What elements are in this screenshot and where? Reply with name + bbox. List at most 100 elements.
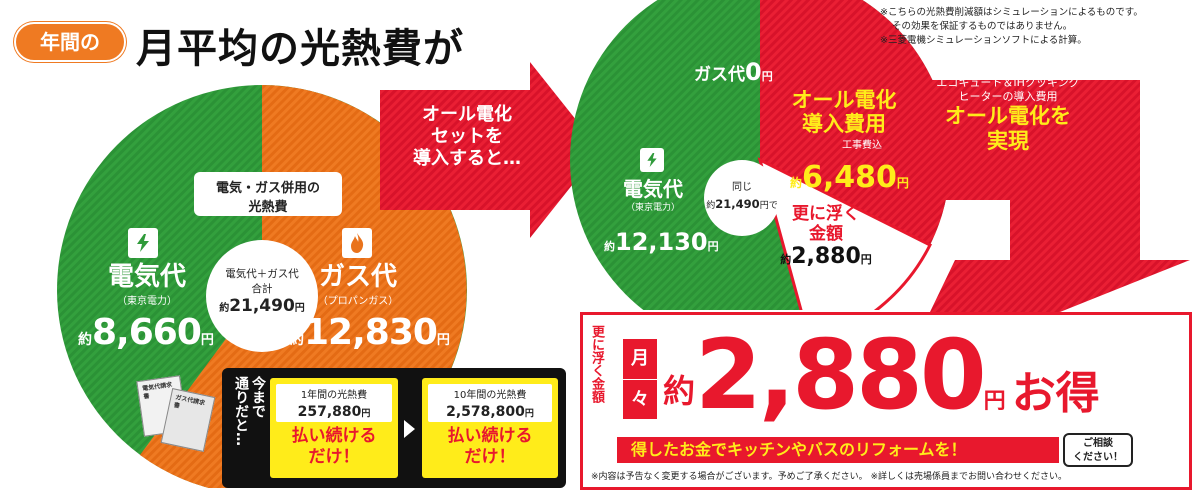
right-electricity-block: 電気代 （東京電力） (612, 178, 694, 213)
extra-saving-line-2: 金額 (809, 224, 843, 244)
monthly-savings-suffix: お得 (1011, 368, 1100, 419)
monthly-savings-panel: 更に浮く金額 月 々 約2,880円 お得 得したお金でキッチンやバスのリフォーム… (580, 312, 1192, 490)
install-cost-note: 工事費込 (842, 140, 882, 151)
consult-line-2: ください！ (1073, 452, 1123, 463)
extra-saving-block: 更に浮く 金額 約2,880円 (776, 204, 876, 269)
ten-year-box: 10年間の光熱費 2,578,800円 払い続ける だけ！ (422, 378, 558, 478)
monthly-savings-amount: 約2,880円 お得 (663, 315, 1100, 435)
current-cost-panel: 今まで 通りだと… 1年間の光熱費 257,880円 払い続ける だけ！ 10年間… (222, 368, 566, 488)
install-cost-block: オール電化 導入費用 工事費込 (780, 88, 908, 151)
monthly-savings-unit: 円 (983, 389, 1006, 414)
monthly-badge-2: 々 (623, 379, 657, 420)
extra-saving-unit: 円 (860, 253, 872, 266)
monthly-savings-prefix: 約 (663, 372, 696, 410)
disclaimer-line-1: ※こちらの光熱費削減額はシミュレーションによるものです。 (880, 7, 1143, 18)
right-electricity-value: 12,130 (615, 228, 708, 256)
right-electricity-prefix: 約 (604, 240, 615, 253)
total-cost-amount: 約21,490円 (206, 296, 318, 316)
reform-banner-text: 得したお金でキッチンやバスのリフォームを！ (631, 440, 967, 459)
consult-line-1: ご相談 (1083, 438, 1113, 449)
current-cost-side-line-2: 通りだと… (233, 376, 249, 446)
gas-zero-unit: 円 (761, 70, 773, 83)
disclaimer-line-3: ※三菱電機シミュレーションソフトによる計算。 (880, 35, 1087, 46)
left-gas-title: ガス代 (318, 262, 397, 292)
right-electricity-title: 電気代 (623, 177, 683, 201)
gas-zero-title: ガス代 (694, 65, 745, 85)
gas-zero-value: 0 (745, 58, 762, 86)
total-cost-prefix: 約 (219, 303, 230, 314)
install-cost-prefix: 約 (790, 176, 803, 190)
left-gas-amount: 約12,830円 (290, 312, 450, 353)
right-electricity-unit: 円 (707, 240, 719, 253)
same-total-value: 21,490 (715, 197, 760, 211)
one-year-inner: 1年間の光熱費 257,880円 (276, 384, 392, 422)
consult-bubble: ご相談 ください！ (1063, 433, 1133, 467)
page-title: 月平均の光熱費が (136, 26, 464, 72)
same-total-amount: 約21,490円で (704, 193, 780, 212)
left-electricity-value: 8,660 (92, 312, 202, 353)
gas-zero-label: ガス代0円 (694, 58, 773, 86)
one-year-box: 1年間の光熱費 257,880円 払い続ける だけ！ (270, 378, 398, 478)
combined-cost-label-line-2: 光熱費 (248, 200, 288, 215)
left-gas-value: 12,830 (304, 312, 438, 353)
ten-year-amount: 2,578,800円 (428, 401, 552, 420)
all-electric-big-1: オール電化を (945, 104, 1071, 128)
ten-year-inner: 10年間の光熱費 2,578,800円 (428, 384, 552, 422)
one-year-pay-2: だけ！ (308, 447, 360, 467)
same-total-prefix: 約 (706, 201, 716, 211)
ten-year-pay-2: だけ！ (464, 447, 516, 467)
total-cost-line-2: 合計 (251, 283, 273, 295)
install-cost-amount: 約6,480円 (790, 160, 909, 195)
period-badge: 年間の (14, 22, 126, 62)
combined-cost-label: 電気・ガス併用の 光熱費 (194, 172, 342, 216)
extra-saving-amount: 約2,880円 (776, 244, 876, 269)
arrow-caption-line-2: セットを (431, 126, 503, 147)
total-cost-unit: 円 (294, 303, 305, 314)
left-electricity-amount: 約8,660円 (78, 312, 214, 353)
right-electricity-amount: 約12,130円 (604, 228, 719, 256)
big-arrow-right (380, 62, 600, 238)
combined-cost-label-line-1: 電気・ガス併用の (215, 181, 320, 196)
all-electric-big-2: 実現 (987, 129, 1029, 153)
period-badge-label: 年間の (40, 30, 100, 54)
extra-saving-value: 2,880 (791, 244, 861, 269)
extra-saving-line-1: 更に浮く (792, 204, 860, 224)
ten-year-pay-1: 払い続ける (447, 426, 533, 446)
right-electricity-sub: （東京電力） (625, 203, 680, 213)
same-total-circle: 同じ 約21,490円で (704, 160, 780, 236)
all-electric-caption: エコキュート＆IHクッキング ヒーターの導入費用 オール電化を 実現 (918, 76, 1098, 154)
all-electric-small-1: エコキュート＆IHクッキング (936, 76, 1080, 89)
all-electric-small-2: ヒーターの導入費用 (958, 90, 1058, 103)
gas-flame-icon (342, 228, 372, 258)
monthly-savings-value: 2,880 (695, 319, 987, 431)
right-electricity-icon (640, 148, 664, 172)
install-cost-title-2: 導入費用 (802, 112, 886, 136)
disclaimer-notes: ※こちらの光熱費削減額はシミュレーションによるものです。 その効果を保証するもの… (880, 6, 1143, 48)
total-cost-value: 21,490 (229, 296, 295, 316)
monthly-badge-1: 月 (631, 348, 649, 369)
one-year-unit: 円 (361, 409, 371, 419)
total-cost-line-1: 電気代＋ガス代 (225, 268, 299, 280)
total-cost-circle: 電気代＋ガス代 合計 約21,490円 (206, 240, 318, 352)
left-electricity-prefix: 約 (78, 332, 92, 348)
electricity-icon (128, 228, 158, 258)
ten-year-value: 2,578,800 (446, 404, 525, 420)
left-gas-unit: 円 (436, 333, 450, 348)
one-year-label: 1年間の光熱費 (300, 390, 368, 401)
arrow-caption-line-3: 導入すると… (413, 148, 521, 169)
disclaimer-line-2: その効果を保証するものではありません。 (892, 21, 1073, 32)
arrow-right-icon (404, 420, 415, 438)
current-cost-side-line-1: 今まで (250, 376, 266, 418)
left-electricity-title: 電気代 (107, 262, 186, 292)
install-cost-unit: 円 (896, 176, 909, 190)
one-year-pay-1: 払い続ける (291, 426, 377, 446)
same-total-line-1: 同じ (732, 182, 752, 193)
right-pie-white-slice (757, 157, 933, 310)
curved-arrow-down (880, 80, 1190, 312)
one-year-amount: 257,880円 (276, 401, 392, 420)
ten-year-unit: 円 (524, 409, 534, 419)
savings-vertical-label: 更に浮く金額 (589, 325, 604, 403)
extra-saving-prefix: 約 (780, 253, 792, 266)
left-gas-sub: （プロパンガス） (317, 296, 399, 307)
reform-banner: 得したお金でキッチンやバスのリフォームを！ (617, 437, 1059, 463)
